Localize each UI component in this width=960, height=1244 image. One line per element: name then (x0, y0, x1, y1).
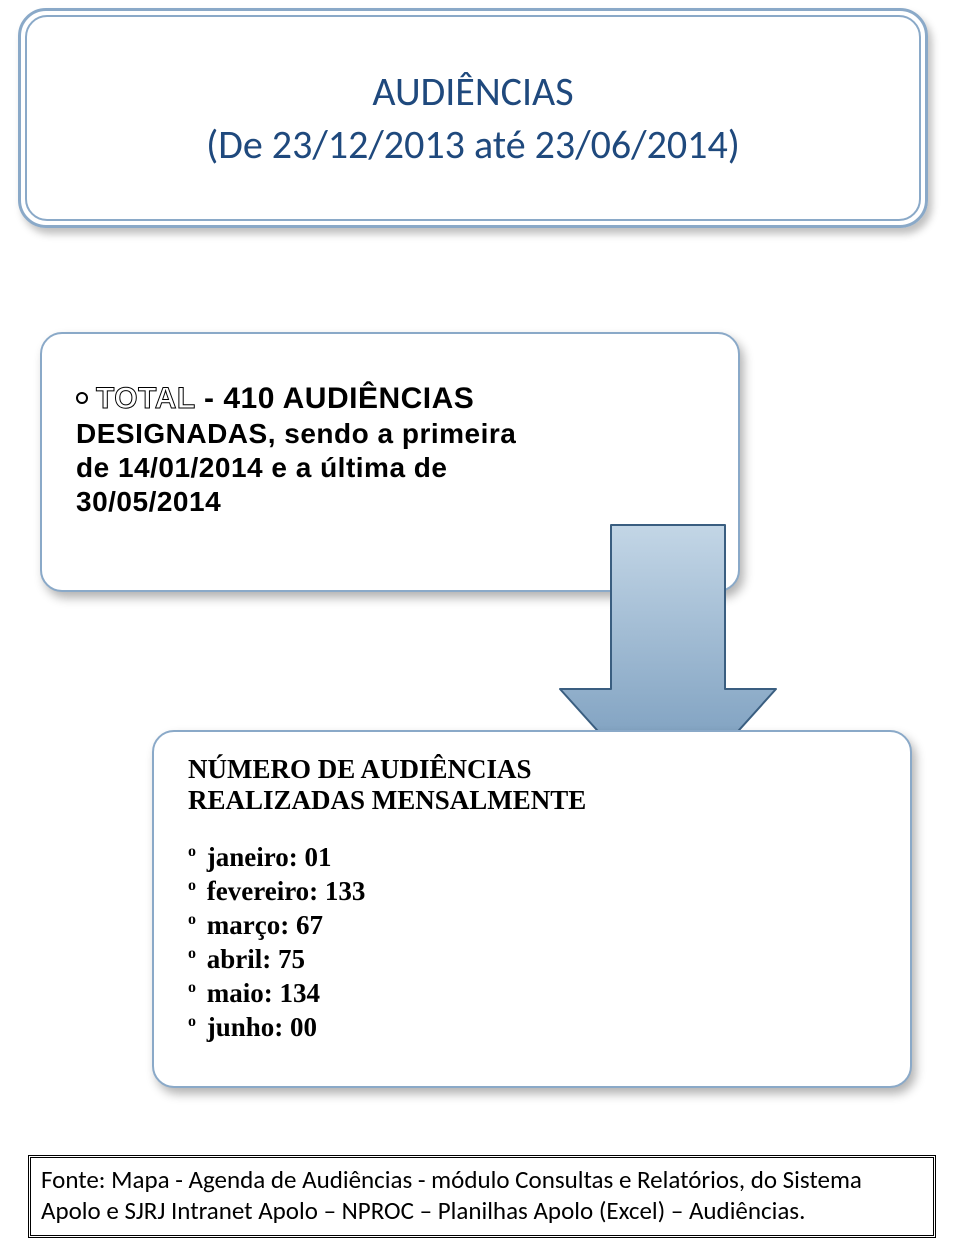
monthly-header-line1: NÚMERO DE AUDIÊNCIAS (188, 754, 532, 784)
source-footer: Fonte: Mapa - Agenda de Audiências - mód… (28, 1155, 936, 1238)
total-row-2: DESIGNADAS, sendo a primeira (76, 418, 708, 450)
monthly-item: o março: 67 (188, 910, 880, 941)
monthly-header-line2: REALIZADAS MENSALMENTE (188, 785, 586, 815)
monthly-item-text: março: 67 (200, 910, 323, 940)
degree-bullet-icon: o (188, 911, 196, 928)
total-row-3: de 14/01/2014 e a última de (76, 452, 708, 484)
title-outer-panel: AUDIÊNCIAS (De 23/12/2013 até 23/06/2014… (18, 8, 928, 228)
total-row1-remainder: - 410 AUDIÊNCIAS (195, 382, 474, 415)
monthly-header: NÚMERO DE AUDIÊNCIAS REALIZADAS MENSALME… (188, 754, 880, 816)
monthly-item: o janeiro: 01 (188, 842, 880, 873)
degree-bullet-icon: o (188, 877, 196, 894)
monthly-item: o fevereiro: 133 (188, 876, 880, 907)
monthly-item: o junho: 00 (188, 1012, 880, 1043)
monthly-item-text: fevereiro: 133 (200, 876, 365, 906)
monthly-item-text: abril: 75 (200, 944, 305, 974)
monthly-item: o abril: 75 (188, 944, 880, 975)
degree-bullet-icon: o (188, 979, 196, 996)
total-row-1: TOTAL - 410 AUDIÊNCIAS (76, 382, 708, 416)
monthly-item: o maio: 134 (188, 978, 880, 1009)
monthly-list: o janeiro: 01o fevereiro: 133o março: 67… (188, 842, 880, 1043)
monthly-panel: NÚMERO DE AUDIÊNCIAS REALIZADAS MENSALME… (152, 730, 912, 1088)
total-row-4: 30/05/2014 (76, 486, 708, 518)
degree-bullet-icon: o (188, 945, 196, 962)
title-line-2: (De 23/12/2013 até 23/06/2014) (206, 120, 740, 169)
degree-bullet-icon: o (188, 1013, 196, 1030)
monthly-item-text: maio: 134 (200, 978, 320, 1008)
title-line-1: AUDIÊNCIAS (372, 67, 573, 116)
title-inner-panel: AUDIÊNCIAS (De 23/12/2013 até 23/06/2014… (25, 15, 921, 221)
monthly-item-text: junho: 00 (200, 1012, 317, 1042)
bullet-icon (76, 392, 88, 404)
monthly-item-text: janeiro: 01 (200, 842, 331, 872)
degree-bullet-icon: o (188, 843, 196, 860)
total-word: TOTAL (96, 382, 195, 415)
